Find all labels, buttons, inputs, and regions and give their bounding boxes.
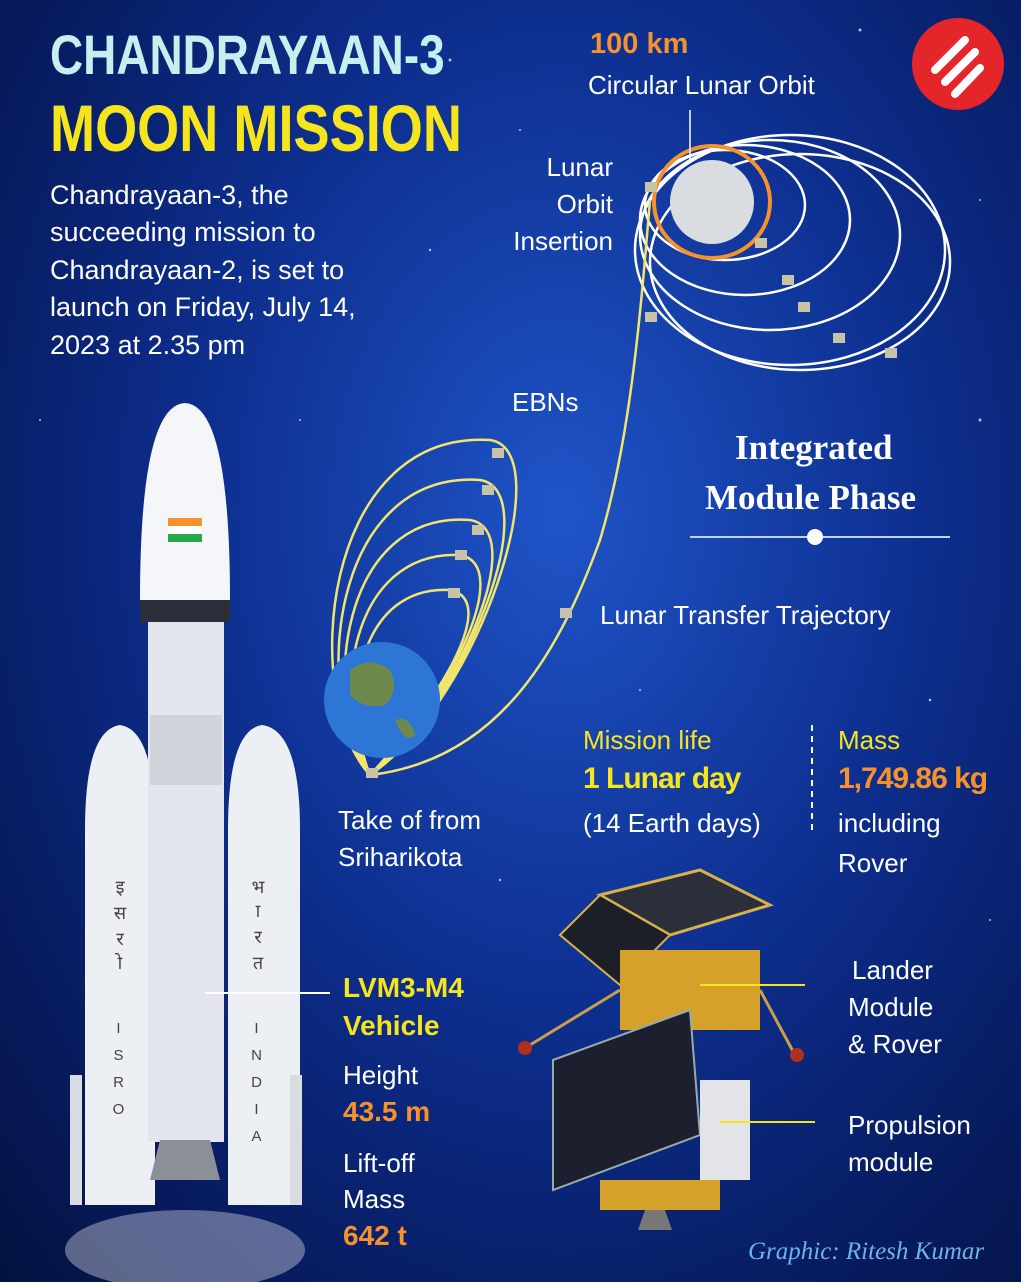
divider-dot: [807, 529, 823, 545]
liftoff-label: Mass: [343, 1184, 405, 1215]
liftoff-value: 642 t: [343, 1220, 407, 1252]
booster-hindi: भारत: [246, 875, 270, 977]
height-label: Height: [343, 1060, 418, 1091]
launch-label: Take of from: [338, 805, 481, 836]
booster-text: ISRO: [110, 1020, 127, 1128]
ebns-label: EBNs: [512, 387, 578, 418]
life-label: Mission life: [583, 725, 712, 756]
infographic: CHANDRAYAAN-3 MOON MISSION Chandrayaan-3…: [0, 0, 1021, 1282]
vehicle-name: Vehicle: [343, 1010, 440, 1042]
intro-text: succeeding mission to: [50, 217, 316, 248]
propulsion-label: Propulsion: [848, 1110, 971, 1141]
height-value: 43.5 m: [343, 1096, 430, 1128]
life-note: (14 Earth days): [583, 808, 761, 839]
lander-label: Lander: [852, 955, 933, 986]
orbit-name: Circular Lunar Orbit: [588, 70, 815, 101]
intro-text: Chandrayaan-3, the: [50, 180, 289, 211]
booster-text: INDIA: [248, 1020, 265, 1155]
lander-label: & Rover: [848, 1029, 942, 1060]
intro-text: 2023 at 2.35 pm: [50, 330, 245, 361]
intro-text: Chandrayaan-2, is set to: [50, 255, 344, 286]
title: MOON MISSION: [50, 90, 462, 166]
vehicle-name: LVM3-M4: [343, 972, 464, 1004]
life-value: 1 Lunar day: [583, 762, 740, 796]
moon: [670, 160, 754, 244]
mass-note: including: [838, 808, 941, 839]
insertion-label: Lunar: [547, 152, 614, 183]
liftoff-label: Lift-off: [343, 1148, 415, 1179]
mass-label: Mass: [838, 725, 900, 756]
launch-label: Sriharikota: [338, 842, 462, 873]
intro-text: launch on Friday, July 14,: [50, 292, 356, 323]
credit: Graphic: Ritesh Kumar: [748, 1238, 984, 1266]
propulsion-label: module: [848, 1147, 933, 1178]
orbit-distance: 100 km: [590, 28, 688, 61]
phase-label: Integrated: [735, 428, 892, 468]
trajectory-label: Lunar Transfer Trajectory: [600, 600, 890, 631]
insertion-label: Orbit: [557, 189, 613, 220]
phase-label: Module Phase: [705, 478, 916, 518]
mass-value: 1,749.86 kg: [838, 762, 987, 796]
lander-label: Module: [848, 992, 933, 1023]
spacecraft: [518, 870, 804, 1230]
rocket: [65, 403, 305, 1282]
booster-hindi: इसरो: [108, 875, 132, 977]
mass-note: Rover: [838, 848, 907, 879]
insertion-label: Insertion: [513, 226, 613, 257]
title: CHANDRAYAAN-3: [50, 22, 445, 87]
